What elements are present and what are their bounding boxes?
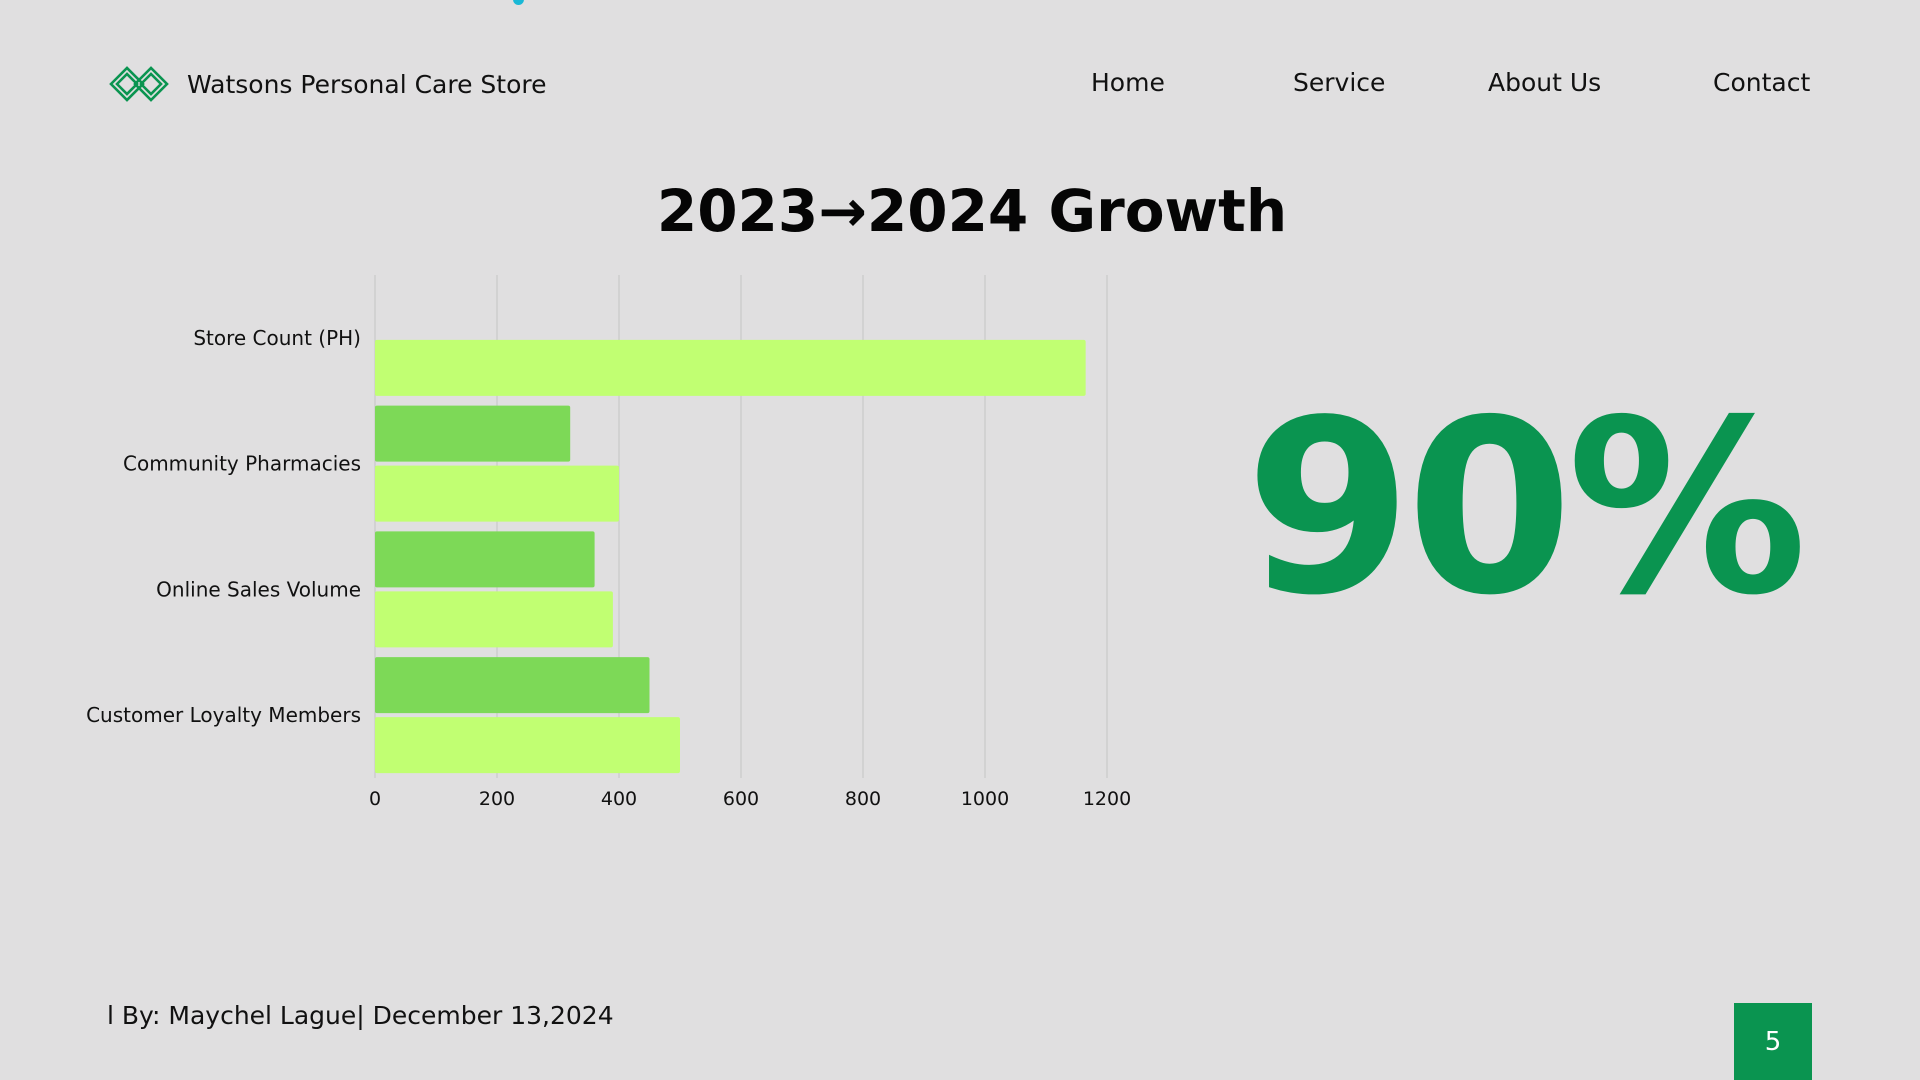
x-tick-label: 200 <box>479 788 515 810</box>
chart-bars <box>375 339 1086 774</box>
x-tick-label: 800 <box>845 788 881 810</box>
interlocking-diamond-logo-icon <box>109 66 169 102</box>
nav-service[interactable]: Service <box>1293 68 1386 97</box>
category-label: Store Count (PH) <box>193 326 361 350</box>
brand[interactable]: Watsons Personal Care Store <box>107 58 547 110</box>
brand-name: Watsons Personal Care Store <box>187 69 547 99</box>
chart-x-ticks: 0 200 400 600 800 1000 1200 <box>369 788 1131 810</box>
author-date-footer: l By: Maychel Lague| December 13,2024 <box>107 1001 614 1030</box>
bar-series-1 <box>375 405 571 462</box>
category-label: Customer Loyalty Members <box>86 703 361 727</box>
bar-series-2 <box>375 717 680 774</box>
x-tick-label: 1200 <box>1083 788 1131 810</box>
bar-series-1 <box>375 531 595 588</box>
nav-contact[interactable]: Contact <box>1713 68 1811 97</box>
category-label: Online Sales Volume <box>156 577 361 601</box>
bar-series-2 <box>375 339 1086 396</box>
bar-series-2 <box>375 591 613 648</box>
bar-series-1 <box>375 657 650 714</box>
nav-home[interactable]: Home <box>1091 68 1165 97</box>
growth-percentage: 90% <box>1245 368 1807 648</box>
category-label: Community Pharmacies <box>123 452 361 476</box>
x-tick-label: 1000 <box>961 788 1009 810</box>
top-navigation-bar: Watsons Personal Care Store Home Service… <box>0 0 1920 140</box>
slide-title: 2023→2024 Growth <box>656 177 1288 245</box>
decorative-dot <box>513 0 524 5</box>
bar-series-2 <box>375 465 619 522</box>
x-tick-label: 400 <box>601 788 637 810</box>
x-tick-label: 600 <box>723 788 759 810</box>
page-number-badge: 5 <box>1734 1003 1812 1080</box>
x-tick-label: 0 <box>369 788 381 810</box>
growth-bar-chart: Store Count (PH) Community Pharmacies Onli… <box>86 275 1131 810</box>
chart-category-labels: Store Count (PH) Community Pharmacies Onli… <box>86 326 361 727</box>
nav-about-us[interactable]: About Us <box>1488 68 1602 97</box>
